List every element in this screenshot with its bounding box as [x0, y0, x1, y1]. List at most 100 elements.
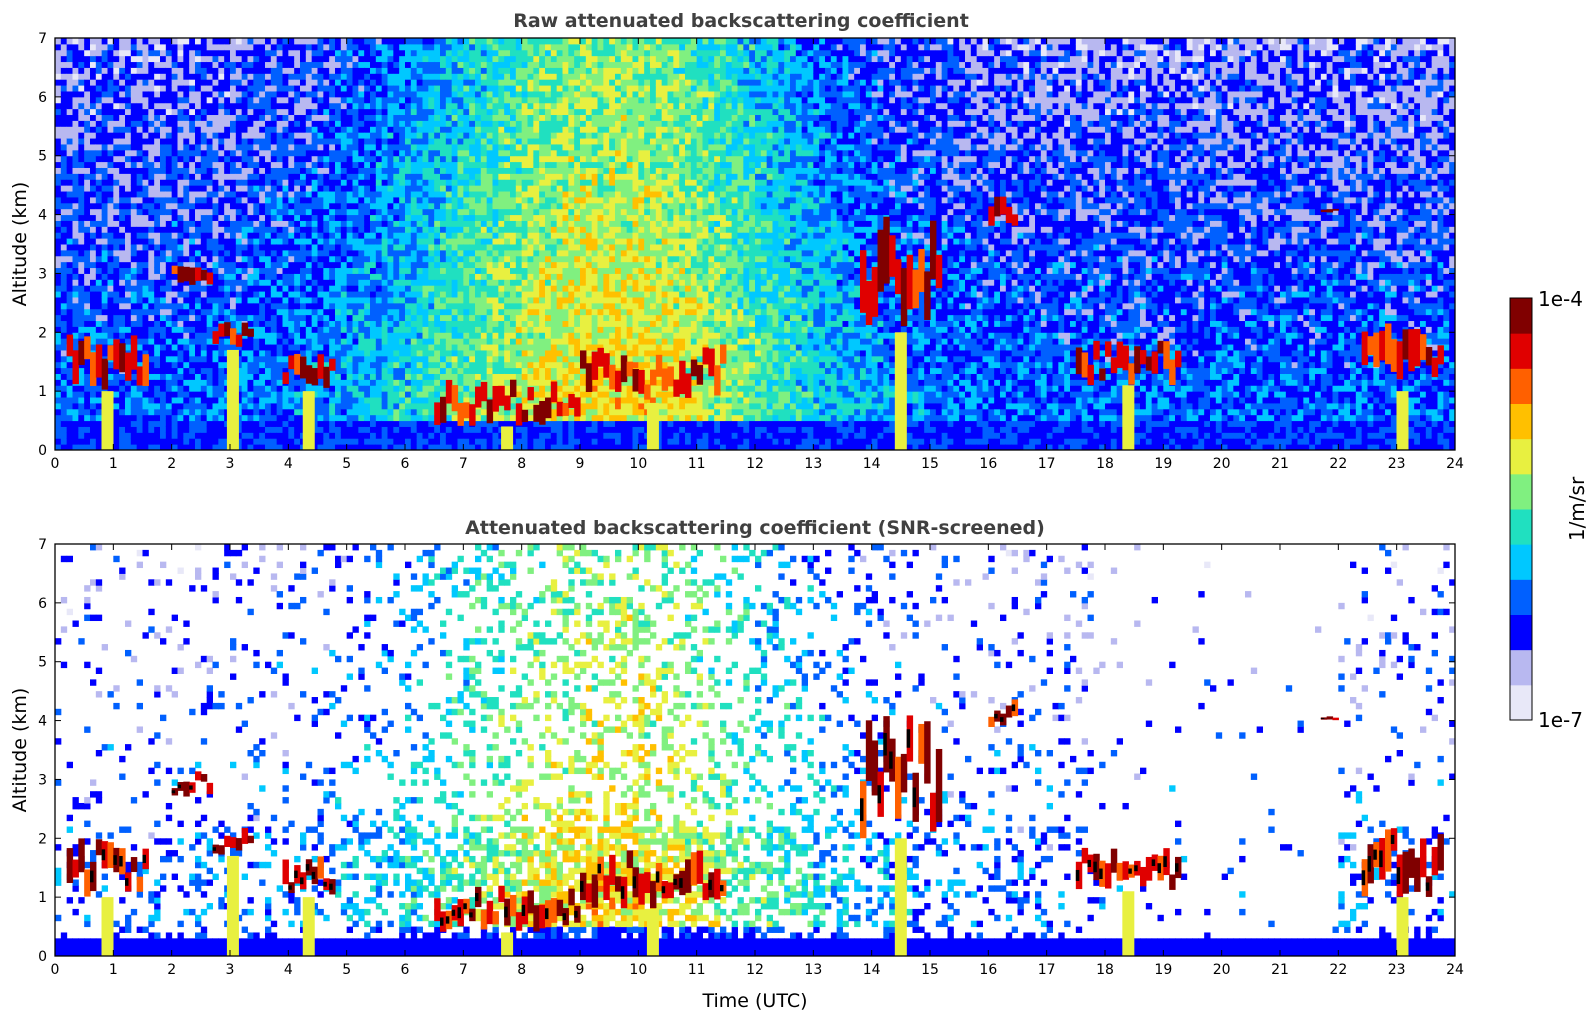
heatmap-cell: [165, 296, 173, 304]
heatmap-cell: [346, 43, 353, 51]
heatmap-cell: [428, 302, 435, 310]
heatmap-cell: [422, 320, 429, 327]
heatmap-cell: [55, 414, 62, 422]
heatmap-cell: [84, 367, 91, 374]
heatmap-cell: [195, 196, 202, 204]
heatmap-cell: [55, 167, 62, 174]
heatmap-cell: [165, 38, 173, 45]
heatmap-cell: [323, 85, 330, 92]
heatmap-cell: [375, 161, 383, 168]
heatmap-cell: [189, 391, 196, 398]
heatmap-cell: [154, 255, 161, 263]
heatmap-cell: [130, 143, 138, 151]
heatmap-cell: [165, 273, 173, 280]
heatmap-cell: [113, 38, 120, 45]
heatmap-cell: [428, 167, 435, 174]
heatmap-cell: [66, 296, 73, 304]
heatmap-cell: [451, 355, 458, 363]
heatmap-cell: [288, 114, 295, 121]
heatmap-cell: [142, 408, 149, 416]
heatmap-cell: [142, 214, 149, 221]
heatmap-cell: [125, 67, 132, 74]
heatmap-cell: [136, 132, 143, 139]
heatmap-cell: [189, 155, 196, 163]
heatmap-cell: [218, 302, 225, 310]
heatmap-cell: [451, 408, 458, 416]
heatmap-cell: [84, 179, 91, 186]
heatmap-cell: [259, 49, 266, 57]
heatmap-cell: [224, 102, 231, 110]
heatmap-cell: [218, 114, 225, 121]
heatmap-cell: [218, 379, 225, 386]
heatmap-cell: [90, 214, 97, 221]
heatmap-cell: [294, 244, 301, 251]
heatmap-cell: [399, 43, 406, 51]
heatmap-cell: [160, 261, 167, 269]
heatmap-cell: [241, 279, 248, 286]
heatmap-cell: [183, 438, 190, 445]
heatmap-cell: [276, 202, 283, 210]
heatmap-cell: [352, 367, 359, 374]
heatmap-cell: [352, 408, 359, 416]
heatmap-cell: [90, 408, 97, 416]
heatmap-cell: [440, 314, 447, 322]
heatmap-cell: [335, 96, 342, 104]
heatmap-cell: [317, 196, 324, 204]
heatmap-cell: [294, 38, 301, 45]
heatmap-cell: [375, 302, 383, 310]
heatmap-cell: [72, 173, 79, 180]
heatmap-cell: [463, 61, 470, 68]
heatmap-cell: [445, 238, 453, 245]
heatmap-cell: [84, 49, 91, 57]
heatmap-cell: [136, 208, 143, 216]
heatmap-cell: [78, 191, 85, 198]
heatmap-cell: [177, 226, 184, 233]
heatmap-cell: [241, 414, 248, 422]
heatmap-cell: [463, 373, 470, 380]
heatmap-cell: [393, 126, 400, 133]
heatmap-cell: [381, 444, 388, 450]
heatmap-cell: [95, 108, 103, 116]
heatmap-cell: [364, 332, 371, 339]
heatmap-cell: [247, 349, 254, 357]
heatmap-cell: [101, 202, 108, 210]
heatmap-cell: [270, 338, 278, 345]
heatmap-cell: [107, 161, 114, 168]
heatmap-cell: [253, 379, 260, 386]
heatmap-cell: [230, 155, 237, 163]
heatmap-cell: [101, 344, 108, 351]
heatmap-cell: [195, 149, 202, 157]
heatmap-cell: [305, 67, 313, 74]
heatmap-cell: [165, 426, 173, 433]
heatmap-cell: [78, 326, 85, 333]
heatmap-cell: [340, 361, 348, 369]
heatmap-cell: [107, 302, 114, 310]
heatmap-cell: [195, 102, 202, 110]
heatmap-cell: [387, 344, 394, 351]
heatmap-cell: [136, 420, 143, 427]
heatmap-cell: [195, 161, 202, 168]
heatmap-cell: [323, 173, 330, 180]
heatmap-cell: [125, 255, 132, 263]
heatmap-cell: [55, 90, 62, 98]
heatmap-cell: [72, 214, 79, 221]
heatmap-cell: [294, 179, 301, 186]
heatmap-cell: [300, 255, 307, 263]
heatmap-cell: [241, 444, 248, 450]
heatmap-cell: [346, 208, 353, 216]
heatmap-cell: [410, 361, 418, 369]
heatmap-cell: [410, 196, 418, 204]
heatmap-cell: [323, 55, 330, 63]
heatmap-cell: [253, 114, 260, 121]
heatmap-cell: [393, 114, 400, 121]
heatmap-cell: [160, 344, 167, 351]
heatmap-cell: [113, 132, 120, 139]
heatmap-cell: [463, 344, 470, 351]
heatmap-cell: [125, 38, 132, 45]
heatmap-cell: [445, 208, 453, 216]
heatmap-cell: [451, 379, 458, 386]
heatmap-cell: [136, 385, 143, 392]
heatmap-cell: [130, 67, 138, 74]
heatmap-cell: [422, 108, 429, 116]
heatmap-cell: [469, 349, 476, 357]
